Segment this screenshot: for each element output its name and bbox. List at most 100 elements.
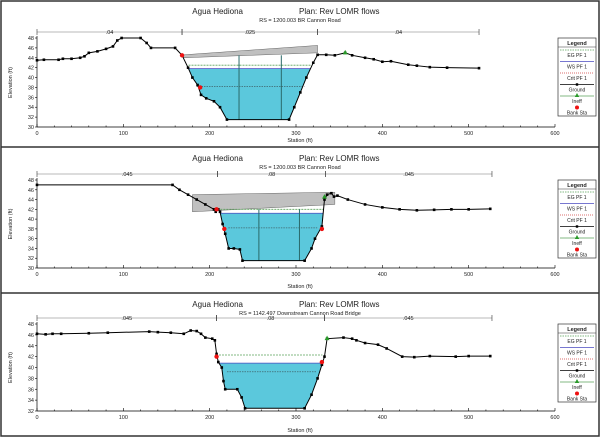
legend-item-label: Ground <box>569 230 586 236</box>
y-tick-label: 48 <box>28 178 34 184</box>
chart-subtitle-rs: RS = 1200.003 BR Cannon Road <box>259 165 341 171</box>
ground-point <box>223 387 227 391</box>
ground-point <box>412 355 416 359</box>
mannings-n-label: .025 <box>244 30 255 36</box>
legend: Legend EG PF 1 WS PF 1 Crit PF 1 Ground Ineff… <box>557 323 597 403</box>
ground-point <box>189 329 192 332</box>
legend-item-label: Ground <box>569 88 586 94</box>
y-tick-label: 38 <box>28 227 34 233</box>
bank-station-marker <box>214 354 219 359</box>
ground-point <box>218 105 222 109</box>
legend-ineff-marker <box>574 93 580 97</box>
legend-bank-marker <box>575 105 579 110</box>
legend-ground-marker <box>575 369 579 372</box>
x-tick-label: 0 <box>35 131 38 137</box>
ground-point <box>303 406 306 410</box>
ground-point <box>323 198 326 201</box>
mannings-n-label: .045 <box>403 316 414 322</box>
ground-point <box>222 379 225 383</box>
ineff-marker <box>321 194 327 199</box>
ground-point <box>78 56 82 60</box>
ground-point <box>215 352 218 356</box>
legend-box <box>557 37 597 117</box>
ground-point <box>305 76 308 79</box>
y-tick-label: 34 <box>28 246 34 252</box>
y-tick-label: 48 <box>28 36 34 42</box>
mannings-n-label: .04 <box>394 30 402 36</box>
ground-point <box>227 247 230 250</box>
ground-point <box>406 63 410 66</box>
ground-point <box>372 57 375 61</box>
ground-point <box>221 222 224 226</box>
x-tick-label: 100 <box>119 131 128 137</box>
ground-point <box>303 259 306 262</box>
ground-point <box>346 198 350 201</box>
x-tick-label: 400 <box>378 415 387 421</box>
x-tick-label: 100 <box>119 415 128 421</box>
chart-title-plan: Plan: Rev LOMR flows <box>299 154 379 163</box>
ground-point <box>363 56 367 60</box>
x-tick-label: 200 <box>205 415 214 421</box>
y-tick-label: 38 <box>28 376 34 382</box>
y-tick-label: 44 <box>28 198 34 204</box>
ground-point <box>428 65 432 69</box>
ground-point <box>355 339 358 342</box>
ground-point <box>191 76 194 79</box>
bank-station-marker <box>319 359 325 365</box>
ground-point <box>428 354 432 358</box>
ground-point <box>238 248 242 251</box>
y-tick-label: 46 <box>28 188 34 194</box>
legend-title: Legend <box>567 183 587 189</box>
legend-item-label: Ineff <box>572 241 582 247</box>
ground-point <box>212 99 216 103</box>
ineff-marker <box>324 335 330 341</box>
ground-point <box>61 57 65 61</box>
chart-panel-1: Agua Hediona Plan: Rev LOMR flows RS = 120… <box>8 7 597 144</box>
y-tick-label: 44 <box>28 344 34 350</box>
legend-item-label: Ineff <box>572 99 582 105</box>
bridge-deck <box>192 191 336 213</box>
ground-point <box>323 355 326 358</box>
y-tick-label: 32 <box>28 115 34 121</box>
y-tick-label: 40 <box>28 76 34 82</box>
ground-point <box>199 93 203 97</box>
legend-item-label: Bank Sta <box>567 111 588 117</box>
ground-point <box>400 355 404 358</box>
chart-panel-2: Agua Hediona Plan: Rev LOMR flows RS = 120… <box>1 146 599 290</box>
mannings-n-label: .08 <box>268 172 276 178</box>
y-tick-label: 42 <box>28 207 34 213</box>
x-tick-label: 300 <box>291 272 300 278</box>
bank-station-marker <box>179 53 185 58</box>
ground-point <box>310 393 313 396</box>
legend-item-label: WS PF 1 <box>567 207 587 213</box>
ground-point <box>139 36 142 40</box>
chart-title-river: Agua Hediona <box>192 300 243 309</box>
ground-point <box>204 97 208 100</box>
ground-point <box>57 58 60 62</box>
bank-station-marker <box>319 226 325 232</box>
ground-point <box>44 333 47 336</box>
ground-point <box>220 366 224 369</box>
y-axis-label: Elevation (ft) <box>8 352 14 383</box>
chart-panel-3: Agua Hediona Plan: Rev LOMR flows RS = 114… <box>1 292 599 434</box>
ground-point <box>213 339 217 342</box>
ground-point <box>240 396 243 399</box>
ground-point <box>287 118 291 121</box>
legend-box <box>557 179 597 259</box>
x-tick-label: 600 <box>550 272 559 278</box>
x-tick-label: 600 <box>550 131 559 137</box>
y-tick-label: 46 <box>28 46 34 52</box>
legend-item-label: Crit PF 1 <box>567 362 587 368</box>
ground-point <box>232 247 236 250</box>
y-tick-label: 40 <box>28 217 34 223</box>
legend-item-label: Bank Sta <box>567 397 588 403</box>
bridge-deck <box>183 45 318 59</box>
water-area <box>220 213 324 261</box>
y-axis-label: Elevation (ft) <box>8 67 14 98</box>
ground-point <box>196 83 199 87</box>
ground-point <box>363 203 367 206</box>
y-tick-label: 32 <box>28 256 34 262</box>
ground-point <box>145 41 148 45</box>
water-area <box>218 363 323 409</box>
ground-point <box>488 354 492 358</box>
